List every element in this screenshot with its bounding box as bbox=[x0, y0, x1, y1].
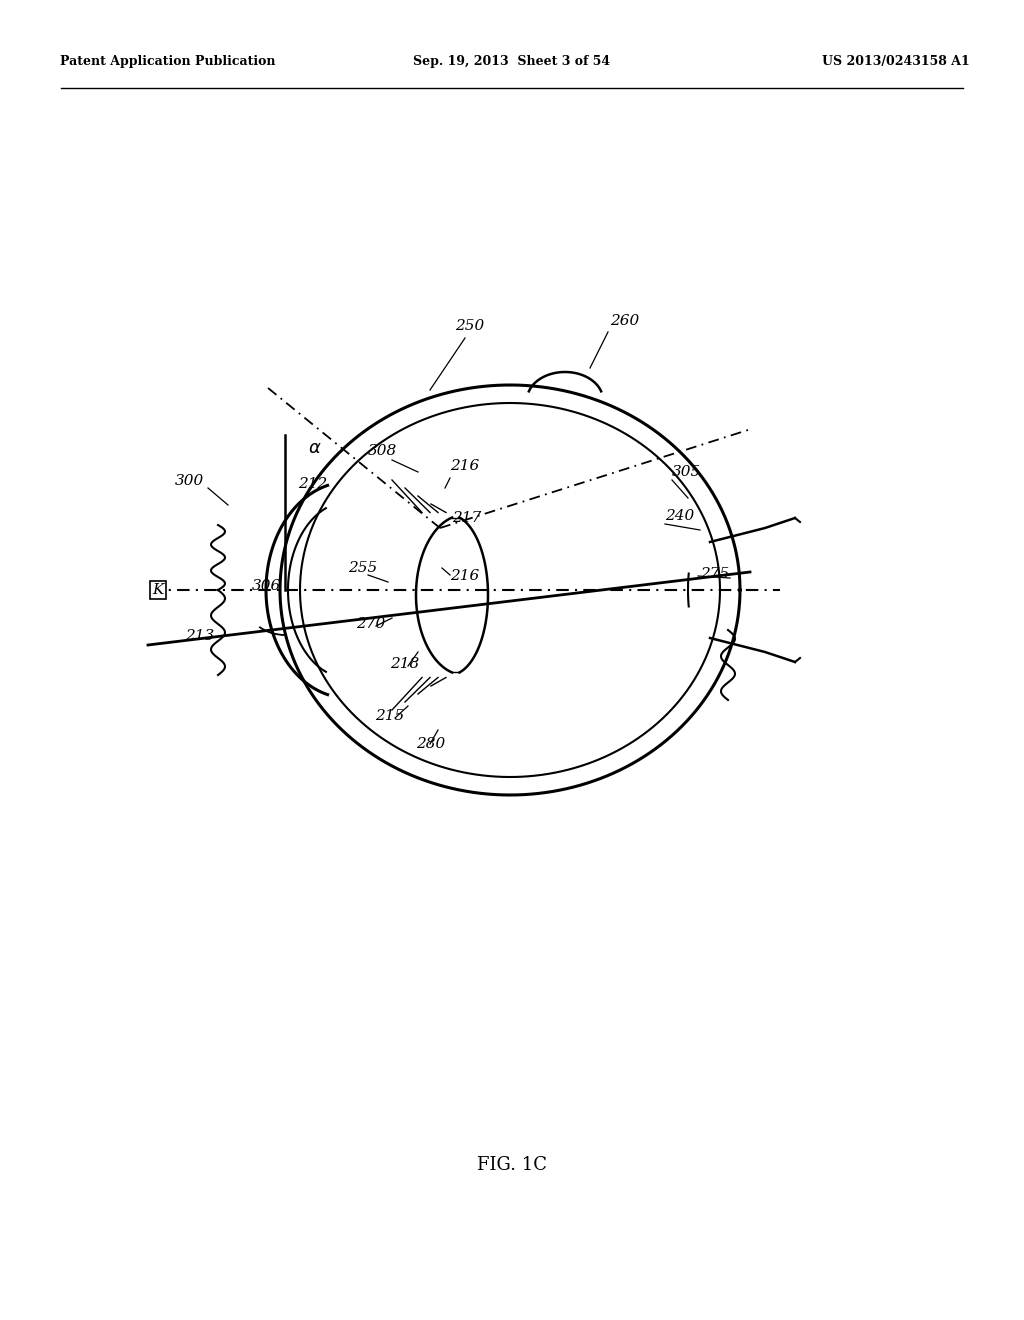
Text: 218: 218 bbox=[390, 657, 419, 671]
Text: 305: 305 bbox=[672, 465, 701, 479]
Text: 212: 212 bbox=[298, 477, 328, 491]
Text: 280: 280 bbox=[416, 737, 445, 751]
Text: Patent Application Publication: Patent Application Publication bbox=[60, 55, 275, 69]
Text: FIG. 1C: FIG. 1C bbox=[477, 1156, 547, 1173]
Text: US 2013/0243158 A1: US 2013/0243158 A1 bbox=[822, 55, 970, 69]
Text: 308: 308 bbox=[368, 444, 397, 458]
Text: 240: 240 bbox=[665, 510, 694, 523]
Text: 260: 260 bbox=[610, 314, 639, 327]
Text: 306: 306 bbox=[252, 579, 282, 593]
Text: K: K bbox=[152, 583, 164, 597]
Text: $\alpha$: $\alpha$ bbox=[308, 440, 322, 457]
Text: 250: 250 bbox=[455, 319, 484, 333]
Text: 215: 215 bbox=[375, 709, 404, 723]
Text: 275: 275 bbox=[700, 568, 729, 581]
Text: 270: 270 bbox=[356, 616, 385, 631]
Text: 300: 300 bbox=[175, 474, 204, 488]
Text: 216: 216 bbox=[450, 459, 479, 473]
Text: 217: 217 bbox=[452, 511, 481, 525]
Text: 216: 216 bbox=[450, 569, 479, 583]
Text: 255: 255 bbox=[348, 561, 377, 576]
Text: 213: 213 bbox=[185, 630, 214, 643]
Text: Sep. 19, 2013  Sheet 3 of 54: Sep. 19, 2013 Sheet 3 of 54 bbox=[414, 55, 610, 69]
